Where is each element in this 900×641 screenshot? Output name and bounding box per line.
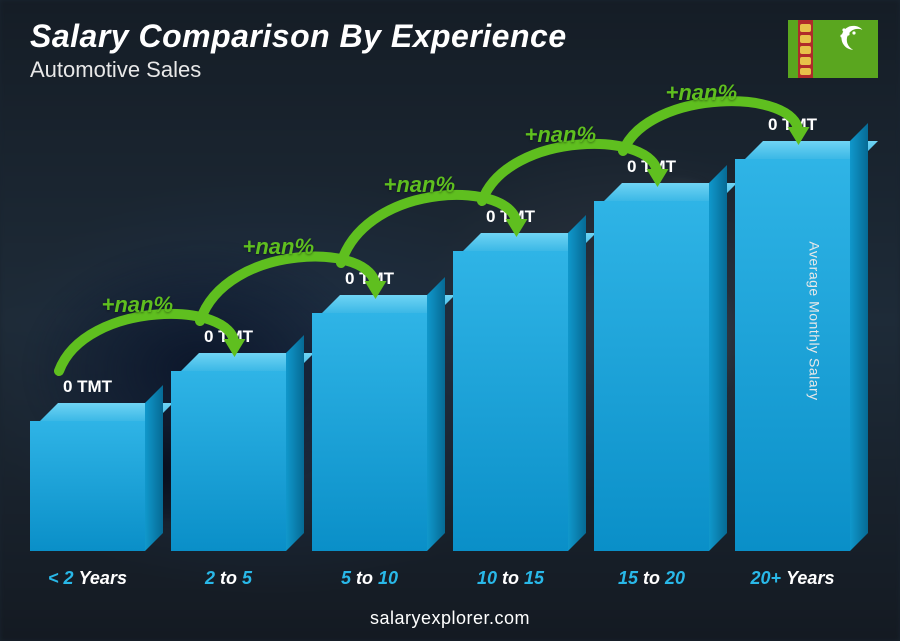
- header: Salary Comparison By Experience Automoti…: [30, 18, 567, 83]
- bar-front: [30, 421, 145, 551]
- bar-slot: 0 TMT: [171, 110, 286, 551]
- bar-slot: 0 TMT: [594, 110, 709, 551]
- bar-slot: 0 TMT: [30, 110, 145, 551]
- growth-pct-label: +nan%: [243, 234, 315, 260]
- bar-value-label: 0 TMT: [583, 157, 721, 177]
- bar: [312, 313, 427, 551]
- bar: [30, 421, 145, 551]
- bar-value-label: 0 TMT: [442, 207, 580, 227]
- x-axis-label: 20+ Years: [735, 568, 850, 589]
- flag-turkmenistan-icon: [788, 20, 878, 78]
- bar: [171, 371, 286, 551]
- bar: [453, 251, 568, 551]
- bar-front: [171, 371, 286, 551]
- x-axis: < 2 Years 2 to 5 5 to 10 10 to 15 15 to 20 20…: [30, 568, 850, 589]
- bar-side-face: [850, 123, 868, 551]
- bar-side-face: [568, 215, 586, 551]
- bar-side-face: [427, 277, 445, 551]
- bar-front: [312, 313, 427, 551]
- bar: [594, 201, 709, 551]
- x-axis-label: 2 to 5: [171, 568, 286, 589]
- bar-value-label: 0 TMT: [19, 377, 157, 397]
- bar-front: [735, 159, 850, 551]
- bar-slot: 0 TMT: [453, 110, 568, 551]
- x-axis-label: 15 to 20: [594, 568, 709, 589]
- page-subtitle: Automotive Sales: [30, 57, 567, 83]
- y-axis-label: Average Monthly Salary: [806, 241, 822, 400]
- x-axis-label: 10 to 15: [453, 568, 568, 589]
- bar-side-face: [286, 335, 304, 551]
- bar-value-label: 0 TMT: [160, 327, 298, 347]
- growth-pct-label: +nan%: [525, 122, 597, 148]
- growth-pct-label: +nan%: [384, 172, 456, 198]
- bar-value-label: 0 TMT: [724, 115, 862, 135]
- x-axis-label: < 2 Years: [30, 568, 145, 589]
- x-axis-label: 5 to 10: [312, 568, 427, 589]
- footer-attribution: salaryexplorer.com: [0, 608, 900, 629]
- bar-side-face: [709, 165, 727, 551]
- bar-slot: 0 TMT: [735, 110, 850, 551]
- content-layer: Salary Comparison By Experience Automoti…: [0, 0, 900, 641]
- growth-pct-label: +nan%: [102, 292, 174, 318]
- bar-side-face: [145, 385, 163, 551]
- bar-value-label: 0 TMT: [301, 269, 439, 289]
- bar-front: [594, 201, 709, 551]
- bar-front: [453, 251, 568, 551]
- bar: [735, 159, 850, 551]
- page-title: Salary Comparison By Experience: [30, 18, 567, 55]
- growth-pct-label: +nan%: [666, 80, 738, 106]
